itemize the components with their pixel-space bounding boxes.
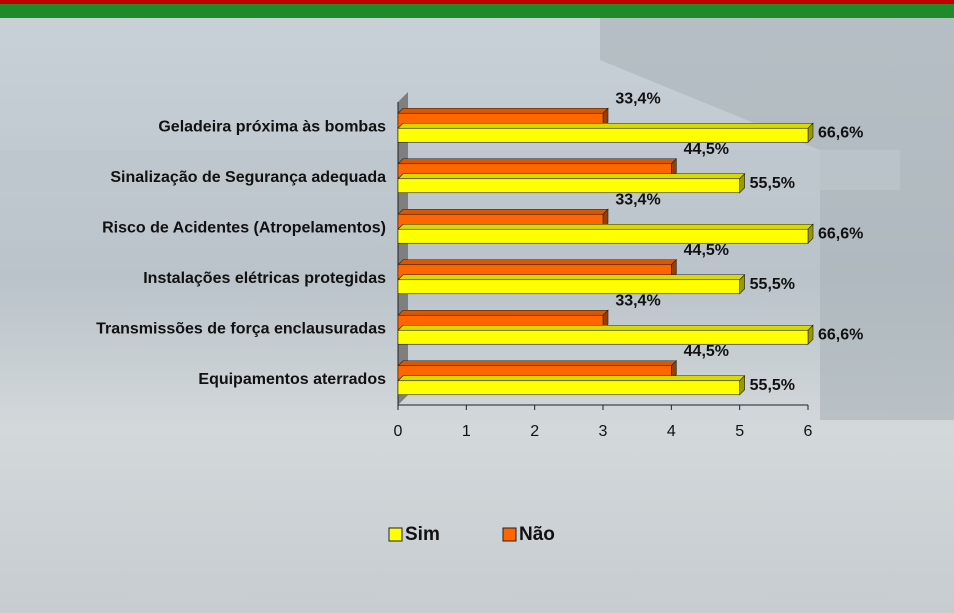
bar <box>397 279 740 295</box>
value-label: 33,4% <box>615 90 660 107</box>
x-tick-label: 6 <box>804 423 813 440</box>
x-tick-label: 1 <box>462 423 471 440</box>
bar-top <box>397 173 746 180</box>
category-label: Transmissões de força enclausuradas <box>96 320 386 337</box>
value-label: 66,6% <box>818 326 863 343</box>
x-tick-label: 4 <box>667 423 676 440</box>
bar <box>397 380 740 396</box>
legend-swatch <box>502 527 517 542</box>
bar-top <box>397 375 746 382</box>
bar <box>397 329 809 345</box>
top-red-line <box>0 0 954 4</box>
bar <box>397 178 740 194</box>
category-label: Sinalização de Segurança adequada <box>110 169 386 186</box>
category-label: Risco de Acidentes (Atropelamentos) <box>102 219 386 236</box>
value-label: 66,6% <box>818 124 863 141</box>
legend-label: Não <box>519 524 555 545</box>
x-tick-label: 5 <box>735 423 744 440</box>
bar-top <box>397 324 814 331</box>
value-label: 44,5% <box>684 242 729 259</box>
bar-top <box>397 259 678 266</box>
value-label: 44,5% <box>684 141 729 158</box>
top-green-bar <box>0 4 954 18</box>
x-tick-label: 0 <box>394 423 403 440</box>
value-label: 55,5% <box>750 377 795 394</box>
bar <box>397 127 809 143</box>
bar-top <box>397 107 609 114</box>
value-label: 66,6% <box>818 225 863 242</box>
bar-top <box>397 158 678 165</box>
value-label: 55,5% <box>750 175 795 192</box>
value-label: 33,4% <box>615 191 660 208</box>
x-tick-label: 2 <box>530 423 539 440</box>
bar-top <box>397 223 814 230</box>
x-tick-label: 3 <box>599 423 608 440</box>
bar-top <box>397 208 609 215</box>
legend-swatch <box>388 527 403 542</box>
bar-top <box>397 122 814 129</box>
value-label: 33,4% <box>615 292 660 309</box>
hillside <box>600 14 954 420</box>
bar <box>397 228 809 244</box>
category-label: Equipamentos aterrados <box>198 371 386 388</box>
category-label: Geladeira próxima às bombas <box>158 118 386 135</box>
bar-top <box>397 274 746 281</box>
value-label: 55,5% <box>750 276 795 293</box>
category-label: Instalações elétricas protegidas <box>143 270 386 287</box>
bar-top <box>397 360 678 367</box>
legend-label: Sim <box>405 524 440 545</box>
bar-top <box>397 309 609 316</box>
value-label: 44,5% <box>684 343 729 360</box>
